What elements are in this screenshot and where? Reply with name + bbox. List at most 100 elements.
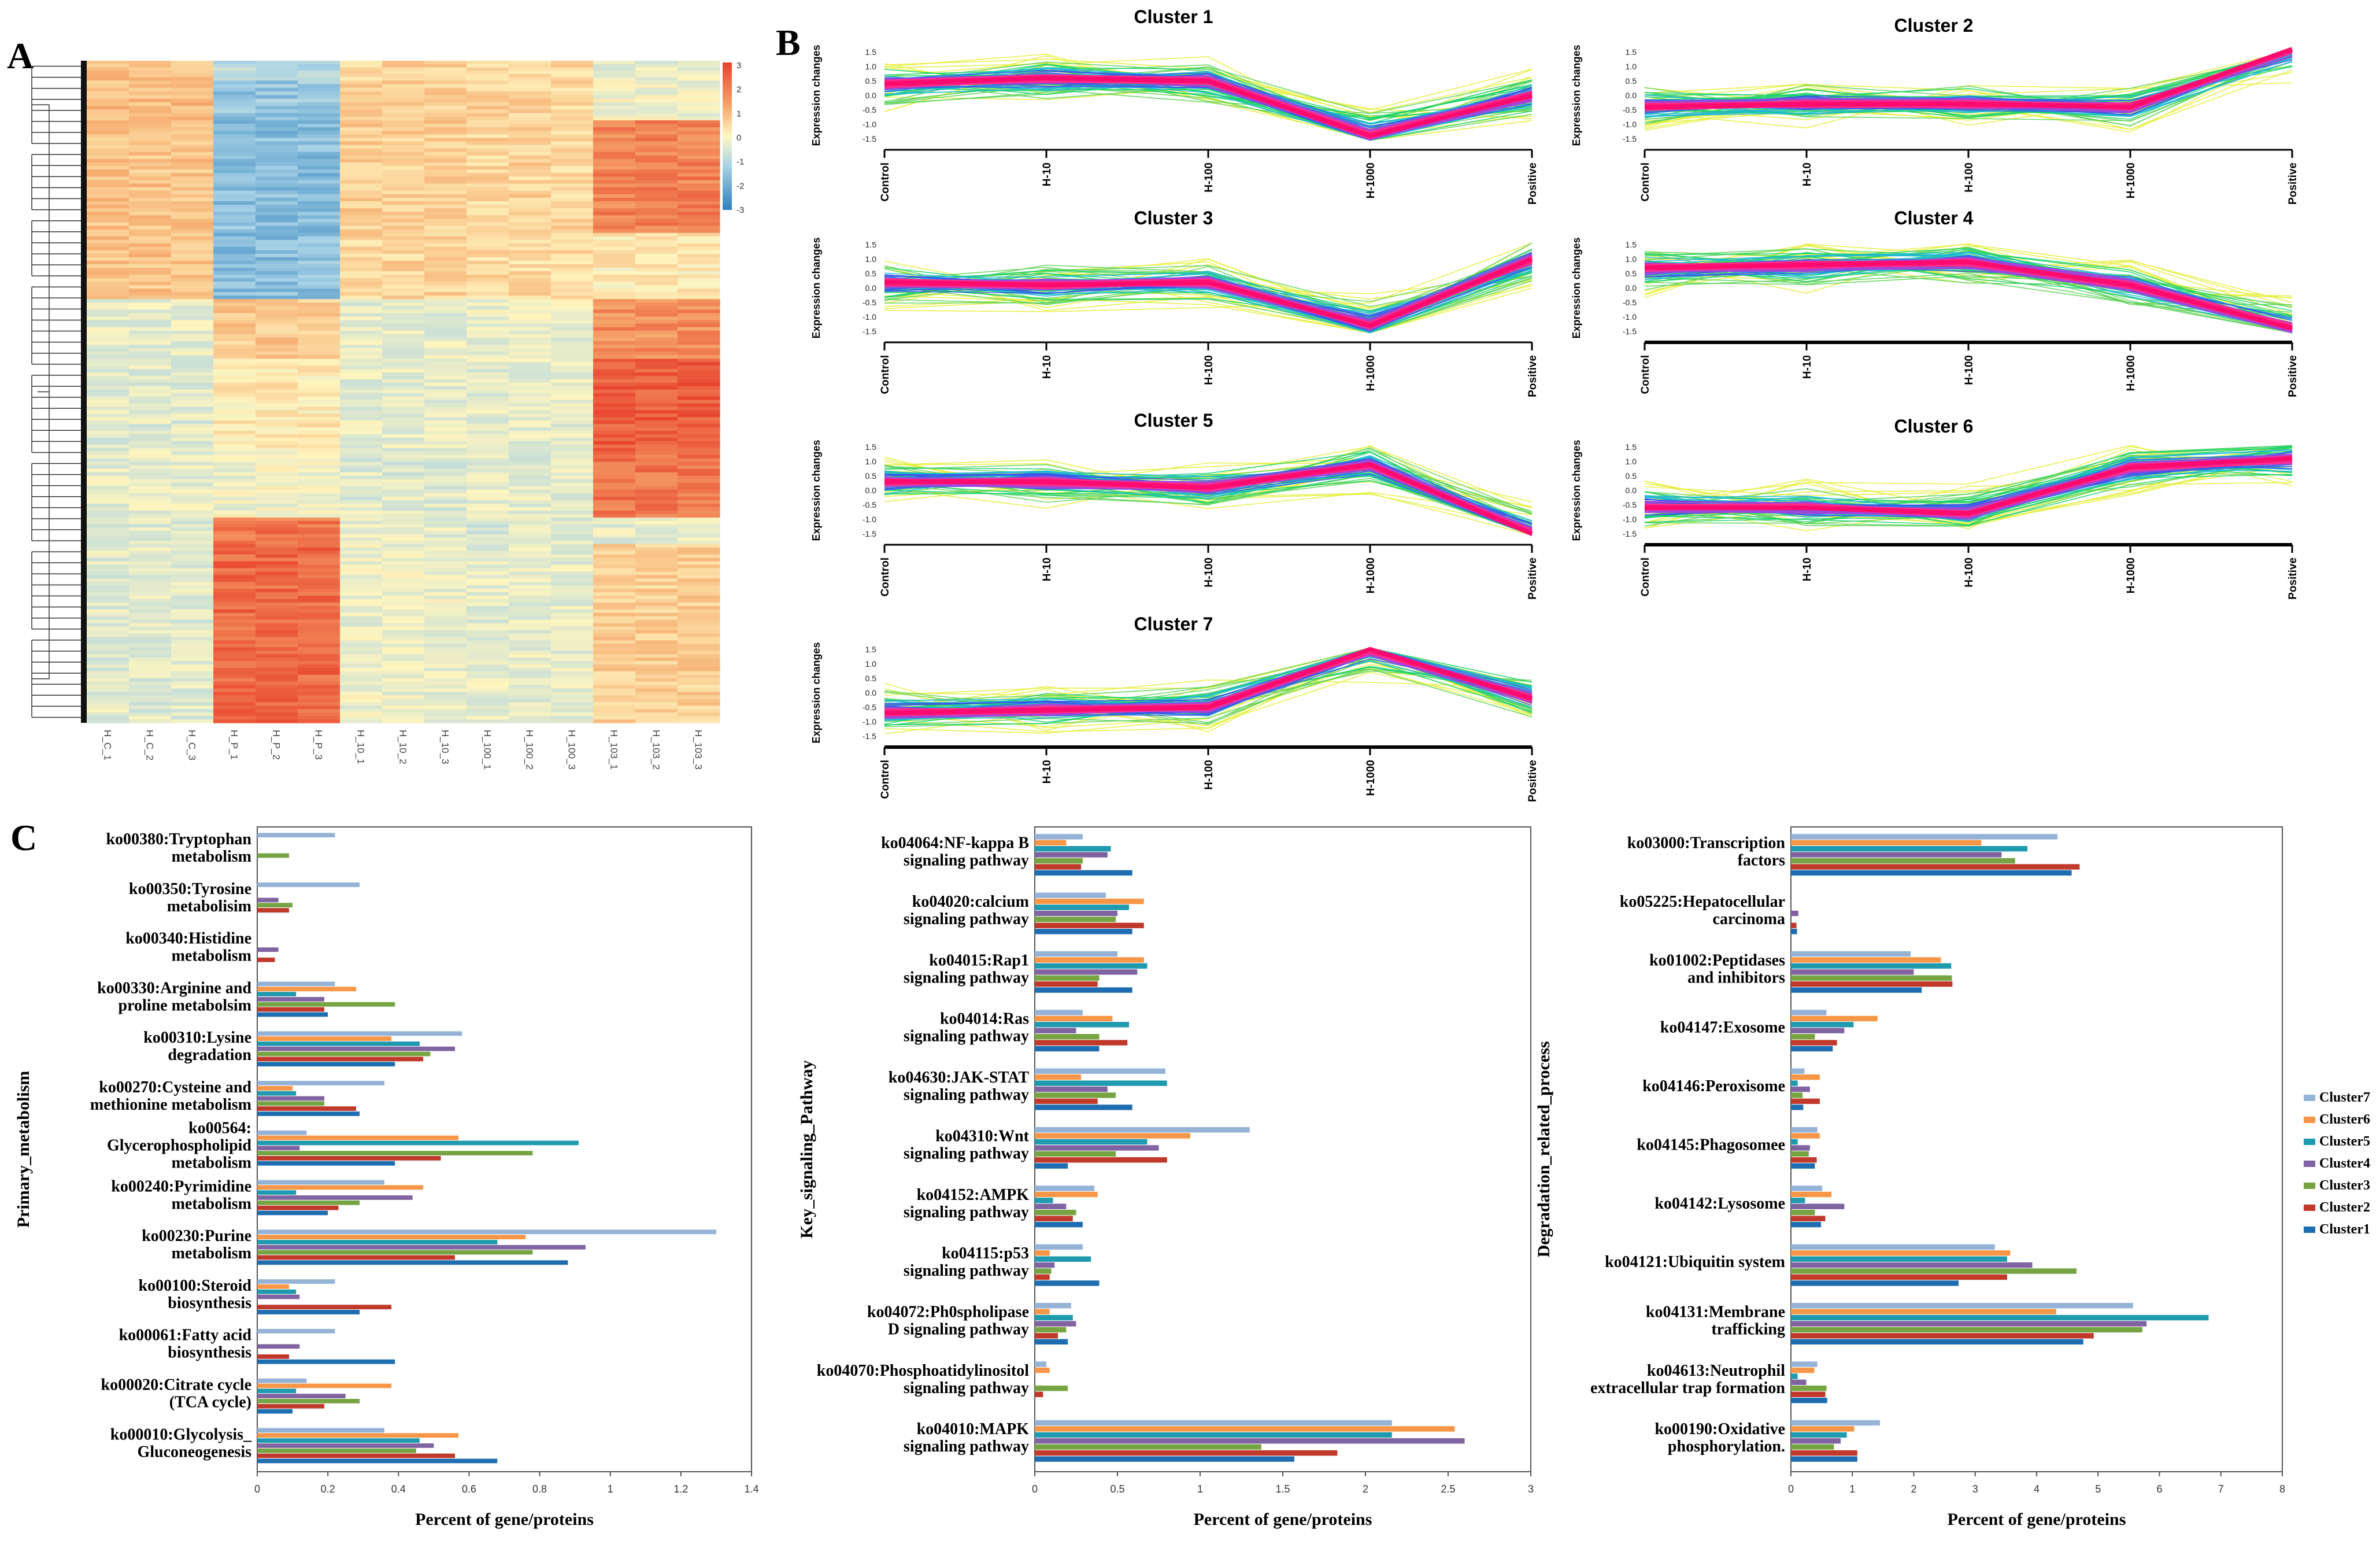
heatmap-cell: [213, 138, 256, 142]
bar-cluster2: [257, 1403, 324, 1409]
heatmap-cell: [467, 131, 509, 135]
heatmap-cell: [593, 67, 636, 71]
heatmap-cell: [382, 654, 425, 658]
heatmap-cell: [424, 166, 467, 170]
cluster-x-label: H-1000: [2125, 355, 2137, 391]
heatmap-cell: [340, 327, 383, 331]
heatmap-cell: [678, 148, 720, 153]
legend-label: Cluster4: [2319, 1156, 2370, 1171]
heatmap-cell: [171, 496, 214, 501]
heatmap-cell: [509, 699, 551, 703]
heatmap-cell: [256, 619, 298, 624]
heatmap-cell: [256, 246, 298, 251]
heatmap-cell: [213, 145, 256, 149]
heatmap-cell: [256, 243, 298, 248]
heatmap-cell: [424, 544, 467, 548]
bar-category-label: signaling pathway: [904, 1028, 1029, 1046]
heatmap-cell: [340, 197, 383, 202]
heatmap-cell: [635, 458, 678, 463]
heatmap-cell: [551, 511, 594, 515]
bar-x-tick-label: 6: [2156, 1483, 2162, 1495]
bar-cluster6: [1035, 1015, 1113, 1022]
heatmap-cell: [256, 95, 298, 99]
heatmap-cell: [635, 475, 678, 480]
heatmap-cell: [382, 337, 425, 342]
heatmap-cell: [87, 623, 129, 627]
heatmap-cell: [635, 323, 678, 328]
heatmap-cell: [678, 236, 720, 241]
heatmap-cell: [551, 637, 594, 641]
heatmap-cell: [509, 612, 551, 617]
heatmap-cell: [171, 176, 214, 181]
heatmap-cell: [129, 372, 172, 376]
heatmap-cell: [382, 400, 425, 404]
heatmap-cell: [213, 475, 256, 480]
heatmap-cell: [298, 667, 340, 672]
heatmap-cell: [298, 348, 340, 352]
heatmap-cell: [298, 410, 340, 414]
heatmap-cell: [551, 155, 594, 160]
heatmap-cell: [171, 113, 214, 117]
heatmap-cell: [509, 229, 551, 234]
heatmap-cell: [298, 520, 340, 525]
bar-cluster2: [1035, 1040, 1128, 1046]
heatmap-cell: [382, 403, 425, 407]
heatmap-cell: [424, 554, 467, 559]
heatmap-cell: [678, 578, 720, 582]
heatmap-cell: [340, 596, 383, 600]
cluster-title: Cluster 7: [1134, 614, 1213, 634]
heatmap-cell: [340, 77, 383, 81]
heatmap-cell: [129, 264, 172, 268]
color-scale-tick: 2: [736, 85, 741, 95]
heatmap-cell: [129, 688, 172, 692]
heatmap-cell: [551, 169, 594, 173]
heatmap-cell: [467, 712, 509, 716]
heatmap-cell: [340, 712, 383, 716]
heatmap-cell: [424, 208, 467, 212]
heatmap-cell: [171, 541, 214, 545]
heatmap-cell: [298, 67, 340, 71]
heatmap-cell: [256, 67, 298, 71]
bar-cluster5: [1035, 846, 1111, 852]
heatmap-cell: [171, 609, 214, 614]
heatmap-cell: [298, 295, 340, 300]
heatmap-cell: [213, 226, 256, 230]
heatmap-cell: [129, 226, 172, 230]
bar-cluster3: [257, 1051, 431, 1057]
bar-cluster5: [257, 992, 297, 996]
bar-cluster7: [1791, 1244, 1995, 1250]
heatmap-cell: [424, 702, 467, 706]
heatmap-cell: [424, 664, 467, 668]
heatmap-cell: [340, 651, 383, 655]
heatmap-cell: [467, 365, 509, 370]
cluster-profile-line: [1644, 447, 2293, 527]
heatmap-cell: [678, 337, 720, 342]
heatmap-cell: [171, 219, 214, 223]
heatmap-cell: [635, 302, 678, 306]
heatmap-cell: [635, 602, 678, 607]
heatmap-cell: [340, 120, 383, 124]
heatmap-cell: [256, 605, 298, 610]
heatmap-cell: [382, 271, 425, 275]
bar-category-label: metabolism: [172, 1195, 251, 1213]
heatmap-cell: [424, 671, 467, 675]
heatmap-cell: [635, 124, 678, 128]
heatmap-cell: [340, 451, 383, 456]
heatmap-cell: [424, 486, 467, 490]
heatmap-cell: [213, 612, 256, 617]
heatmap-cell: [129, 375, 172, 380]
heatmap-cell: [298, 705, 340, 710]
heatmap-cell: [256, 219, 298, 223]
heatmap-cell: [87, 219, 129, 223]
heatmap-cell: [509, 359, 551, 363]
heatmap-cell: [509, 430, 551, 435]
bar-category-label: ko04152:AMPK: [917, 1186, 1030, 1204]
heatmap-cell: [87, 674, 129, 679]
heatmap-cell: [256, 644, 298, 648]
bar-x-tick-label: 0.2: [321, 1483, 335, 1495]
bar-category-label: degradation: [168, 1046, 251, 1064]
bar-cluster3: [1791, 1327, 2142, 1333]
heatmap-cell: [424, 260, 467, 265]
cluster-ytick: -1.0: [863, 717, 876, 726]
heatmap-cell: [213, 602, 256, 607]
